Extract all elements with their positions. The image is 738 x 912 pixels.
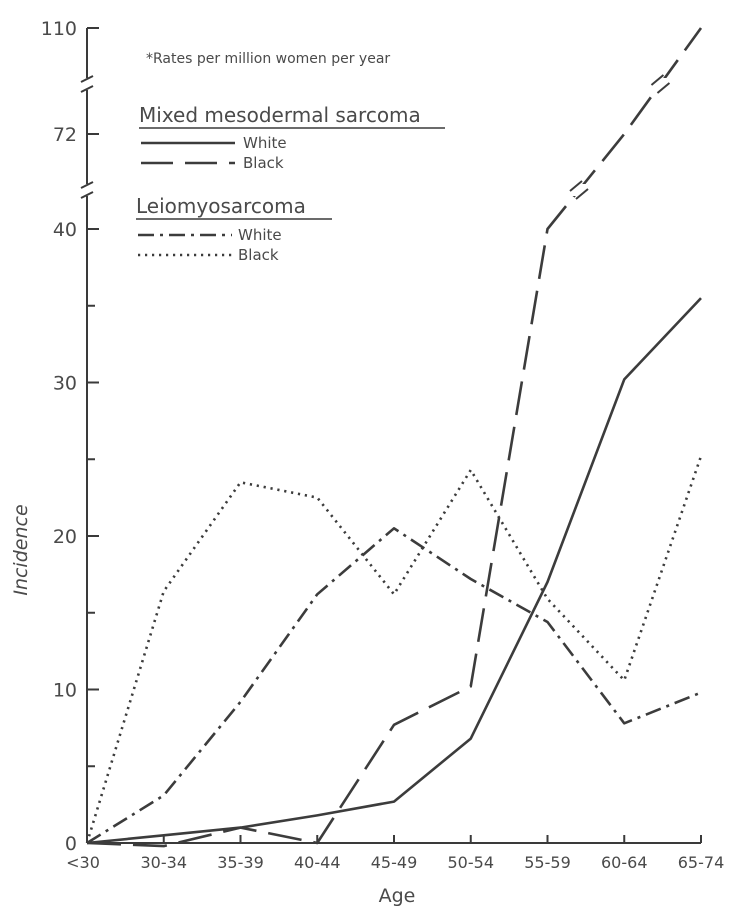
y-tick-label: 72 bbox=[53, 124, 77, 146]
x-tick-label: 45-49 bbox=[371, 853, 418, 872]
line-break-mark bbox=[650, 74, 665, 86]
y-axis-break-mark bbox=[80, 191, 94, 199]
x-tick-label: <30 bbox=[66, 853, 100, 872]
x-tick-labels: <30 30-34 35-39 40-44 45-49 50-54 55-59 60-64 65… bbox=[66, 853, 724, 872]
line-break-gap bbox=[653, 78, 668, 90]
y-tick-label: 10 bbox=[53, 680, 77, 702]
x-tick-label: 35-39 bbox=[217, 853, 264, 872]
y-tick-label: 0 bbox=[65, 833, 77, 855]
legend-heading-mixed-mesodermal-sarcoma: Mixed mesodermal sarcoma bbox=[139, 103, 421, 127]
legend: Mixed mesodermal sarcoma White Black Lei… bbox=[136, 103, 445, 264]
legend-label-mms-white: White bbox=[243, 134, 287, 152]
line-break-gap bbox=[572, 184, 587, 196]
y-tick-label: 40 bbox=[53, 219, 77, 241]
x-tick-label: 50-54 bbox=[448, 853, 495, 872]
y-axis-title: Incidence bbox=[10, 504, 32, 595]
x-tick-label: 65-74 bbox=[678, 853, 725, 872]
y-axis-break-mark bbox=[80, 181, 94, 189]
y-axis-break-mark bbox=[80, 75, 94, 83]
series-line-0 bbox=[86, 297, 702, 845]
series-line-3 bbox=[85, 455, 703, 844]
axes bbox=[80, 27, 702, 844]
y-tick-labels: 0 10 20 30 40 72 110 bbox=[41, 18, 77, 855]
x-tick-label: 55-59 bbox=[524, 853, 571, 872]
series-lines bbox=[85, 27, 703, 848]
line-break-mark bbox=[569, 180, 583, 192]
rates-footnote: *Rates per million women per year bbox=[146, 51, 390, 67]
y-axis-break-mark bbox=[80, 85, 94, 93]
legend-label-leio-black: Black bbox=[238, 246, 279, 264]
x-tick-label: 60-64 bbox=[601, 853, 648, 872]
legend-label-leio-white: White bbox=[238, 226, 282, 244]
y-tick-label: 30 bbox=[53, 373, 77, 395]
x-tick-label: 30-34 bbox=[141, 853, 188, 872]
series-line-2 bbox=[86, 526, 702, 845]
legend-label-mms-black: Black bbox=[243, 154, 284, 172]
x-tick-label: 40-44 bbox=[294, 853, 341, 872]
x-axis-title: Age bbox=[379, 885, 416, 907]
line-break-mark bbox=[656, 82, 671, 94]
series-line-1 bbox=[86, 27, 703, 848]
legend-heading-leiomyosarcoma: Leiomyosarcoma bbox=[136, 194, 306, 218]
y-tick-label: 20 bbox=[53, 526, 77, 548]
y-tick-label: 110 bbox=[41, 18, 77, 40]
line-break-mark bbox=[575, 188, 589, 200]
